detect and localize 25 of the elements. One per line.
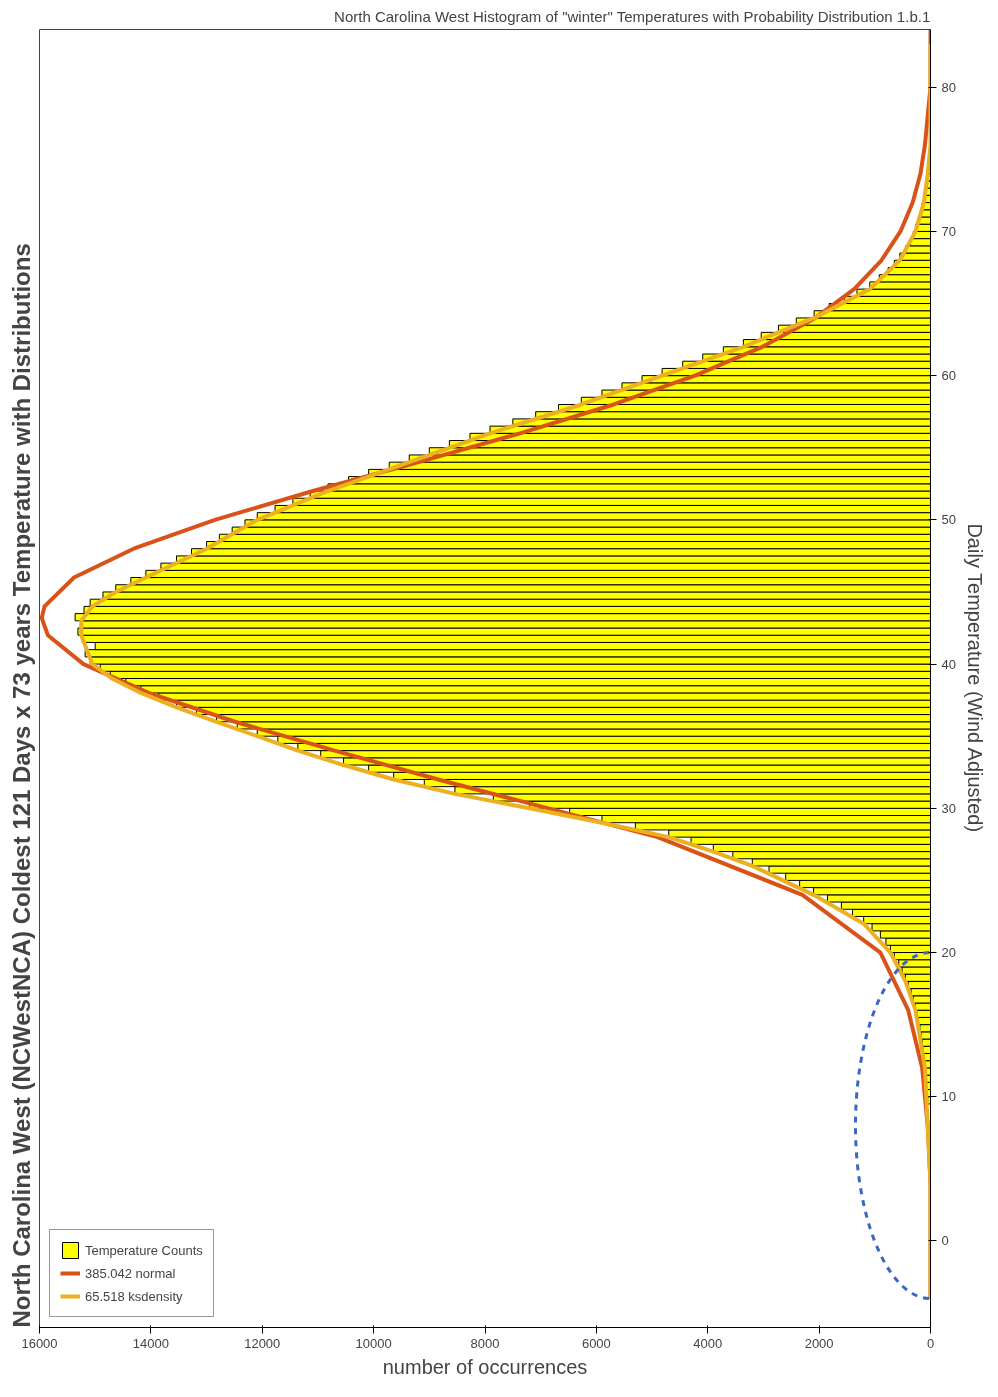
x-tick-label: 12000	[244, 1335, 281, 1351]
y-tick-label: 10	[941, 1089, 956, 1105]
x-tick-label: 16000	[21, 1335, 58, 1351]
y-tick-label: 30	[941, 800, 956, 816]
legend-label: 65.518 ksdensity	[85, 1288, 183, 1304]
x-tick-label: 6000	[581, 1335, 611, 1351]
y-tick-label: 80	[941, 79, 956, 95]
y-tick-label: 40	[941, 656, 956, 672]
y-axis-title: Daily Temperature (Wind Adjusted)	[963, 523, 986, 833]
x-axis-title: number of occurrences	[382, 1355, 588, 1378]
y-tick-label: 0	[941, 1233, 949, 1249]
x-tick-label: 10000	[355, 1335, 392, 1351]
y-tick-label: 60	[941, 368, 956, 384]
x-tick-label: 14000	[132, 1335, 169, 1351]
chart-subtitle: North Carolina West Histogram of "winter" Temperatures with Probability Distribution 1.b.1	[334, 7, 931, 25]
y-tick-label: 50	[941, 512, 956, 528]
y-tick-label: 70	[941, 223, 956, 239]
legend-label: 385.042 normal	[85, 1265, 176, 1281]
legend-label: Temperature Counts	[85, 1242, 203, 1258]
x-tick-label: 2000	[804, 1335, 834, 1351]
x-tick-label: 4000	[693, 1335, 723, 1351]
x-tick-label: 8000	[470, 1335, 500, 1351]
text: North Carolina West (NCWestNCA) Coldest 121 Days x 73 years Temperature with Distributions	[7, 243, 35, 1328]
y-tick-label: 20	[941, 945, 956, 961]
x-tick-label: 0	[926, 1335, 935, 1351]
